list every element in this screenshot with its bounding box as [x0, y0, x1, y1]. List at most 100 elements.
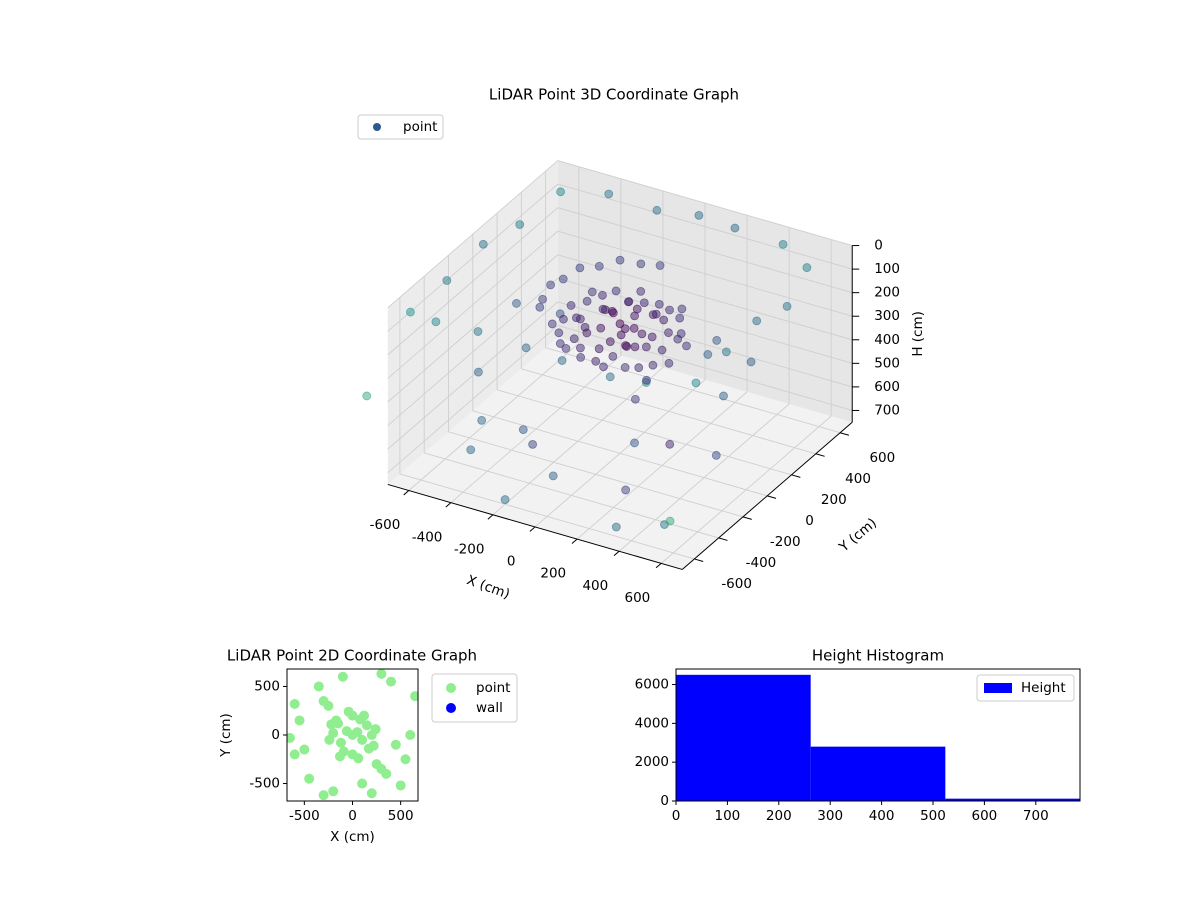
point — [639, 298, 649, 308]
bar — [945, 798, 1080, 801]
x-tick-label: 500 — [920, 808, 946, 824]
grid-line — [472, 410, 768, 497]
point — [630, 311, 639, 321]
point — [616, 330, 626, 340]
point — [357, 778, 368, 789]
point — [719, 391, 728, 401]
point — [664, 358, 674, 368]
point — [313, 681, 324, 692]
z-tick-label: 500 — [874, 355, 900, 371]
point — [431, 317, 441, 327]
z-axis-label: H (cm) — [910, 311, 926, 357]
point — [615, 255, 625, 265]
point — [655, 261, 665, 270]
point — [634, 363, 644, 373]
point — [630, 342, 640, 352]
point — [561, 344, 571, 353]
point — [361, 720, 372, 731]
y-tick-label: 6000 — [635, 677, 669, 693]
x-tick-label: 300 — [817, 808, 843, 824]
tick-mark — [718, 537, 728, 541]
point — [515, 220, 525, 229]
x-tick-label: 200 — [766, 808, 792, 824]
point — [548, 471, 558, 481]
legend-box — [976, 674, 1075, 702]
tick-mark — [694, 558, 704, 562]
grid-line — [387, 207, 559, 356]
point — [594, 261, 604, 271]
point — [665, 305, 674, 315]
point — [557, 356, 567, 365]
point — [571, 313, 581, 323]
point — [648, 360, 658, 370]
y-tick-label: -500 — [249, 776, 280, 792]
grid-line — [387, 277, 559, 426]
point — [778, 239, 788, 249]
point — [711, 450, 721, 460]
point — [591, 356, 601, 366]
axis-line — [681, 421, 853, 570]
grid-line — [557, 301, 853, 388]
point — [559, 314, 568, 324]
point — [410, 691, 418, 702]
point — [605, 372, 615, 382]
point — [622, 342, 632, 351]
point — [328, 786, 339, 797]
point — [289, 698, 300, 709]
point — [587, 287, 597, 297]
tick-mark — [839, 432, 850, 436]
point — [636, 286, 646, 296]
point — [637, 329, 647, 339]
point — [370, 724, 381, 735]
point — [623, 297, 633, 307]
legend-label: point — [403, 119, 437, 135]
point — [376, 669, 387, 679]
y-tick-label: 400 — [845, 471, 871, 487]
point — [703, 350, 713, 359]
point — [304, 773, 315, 784]
point — [659, 315, 669, 325]
point — [558, 274, 568, 284]
point — [652, 205, 662, 215]
y-tick-label: -200 — [770, 534, 801, 550]
point — [287, 732, 295, 743]
grid-line — [496, 389, 792, 476]
point — [395, 780, 406, 791]
point — [665, 516, 675, 526]
point — [675, 313, 685, 323]
axis-line — [387, 483, 683, 570]
point — [620, 363, 630, 372]
point — [611, 522, 621, 532]
grid-line — [448, 431, 744, 518]
point — [518, 425, 528, 435]
grid-line — [387, 183, 559, 332]
z-tick-label: 400 — [874, 332, 900, 348]
point — [547, 319, 557, 329]
y-tick-label: 0 — [271, 727, 280, 743]
point — [555, 339, 565, 348]
point — [318, 790, 329, 801]
point — [665, 439, 675, 449]
point — [611, 286, 621, 296]
x-tick-label: 0 — [348, 808, 357, 824]
point — [405, 730, 416, 740]
point — [334, 751, 345, 762]
point — [406, 307, 415, 317]
z-tick-label: 100 — [874, 261, 900, 277]
point — [641, 342, 651, 352]
point — [341, 726, 352, 737]
legend-label: point — [476, 680, 510, 696]
y-tick-label: 500 — [254, 678, 280, 694]
x-tick-label: 0 — [672, 808, 681, 824]
tick-mark — [767, 495, 777, 499]
x-tick-label: -500 — [289, 808, 320, 824]
point — [368, 740, 379, 751]
point — [752, 316, 762, 326]
axes-frame — [675, 668, 1081, 802]
y-tick-label: 0 — [660, 793, 669, 809]
x-tick-label: 500 — [388, 808, 414, 824]
point — [746, 357, 756, 367]
z-tick-label: 0 — [874, 238, 883, 254]
point — [599, 362, 608, 372]
